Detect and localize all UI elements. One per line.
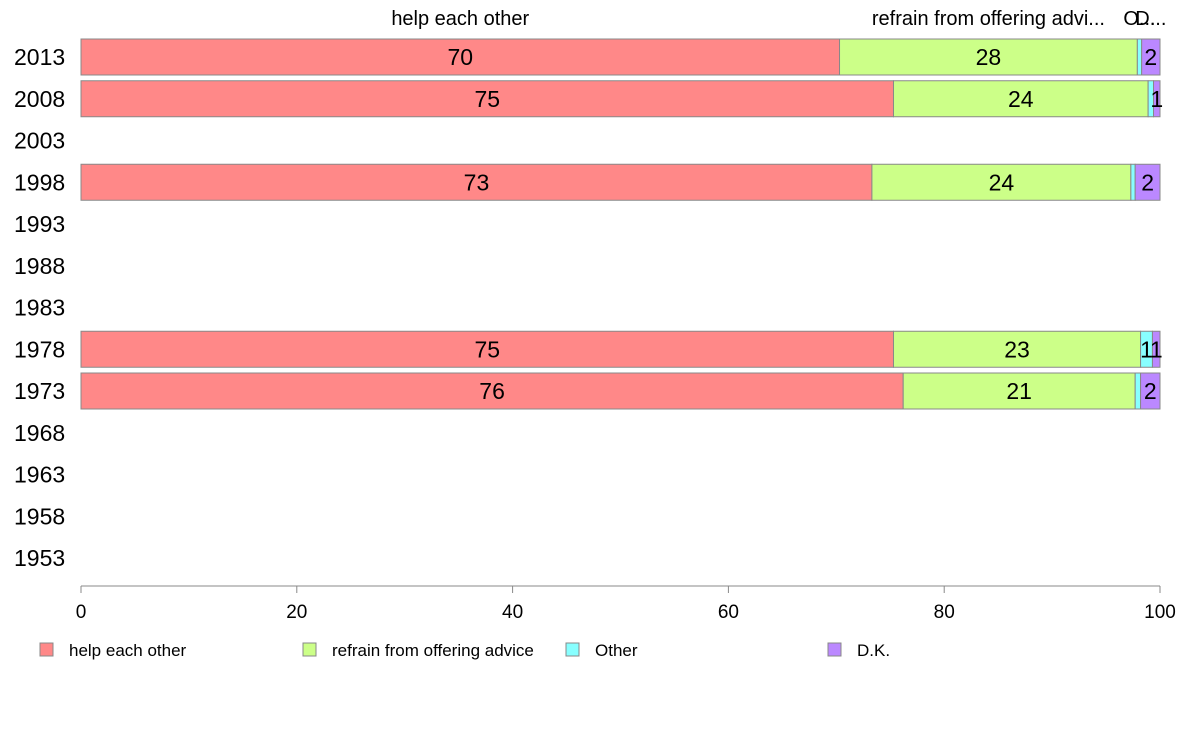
data-label: 21 [1006, 378, 1032, 404]
data-label: 24 [989, 169, 1015, 195]
legend-label: Other [595, 641, 638, 660]
bar-segment [1151, 330, 1161, 368]
legend-label: help each other [69, 641, 187, 660]
bar-segment [1153, 80, 1161, 118]
column-header: D... [1135, 8, 1166, 30]
legend-swatch [827, 642, 842, 657]
column-header: help each other [391, 8, 529, 30]
x-tick-label: 60 [718, 602, 739, 623]
data-label: 2 [1144, 44, 1157, 70]
y-tick-label: 1953 [14, 545, 65, 571]
data-label: 24 [1008, 86, 1034, 112]
bar-segment [80, 38, 841, 76]
x-tick-label: 80 [934, 602, 955, 623]
y-tick-label: 1983 [14, 295, 65, 321]
data-label: 1 [1150, 336, 1163, 362]
bar-segment [1134, 372, 1142, 410]
x-tick-label: 100 [1144, 602, 1176, 623]
data-label: 75 [474, 86, 500, 112]
legend-label: refrain from offering advice [332, 641, 534, 660]
data-label: 70 [447, 44, 473, 70]
y-tick-label: 1988 [14, 253, 65, 279]
x-tick-label: 20 [286, 602, 307, 623]
data-label: 2 [1141, 169, 1154, 195]
bar-segment [871, 163, 1132, 201]
data-label: 75 [474, 336, 500, 362]
bar-segment [80, 330, 894, 368]
bar-segment [1136, 38, 1143, 76]
bar-segment [80, 163, 873, 201]
y-tick-label: 2003 [14, 128, 65, 154]
y-tick-label: 2008 [14, 86, 65, 112]
y-tick-label: 1973 [14, 378, 65, 404]
legend-swatch [302, 642, 317, 657]
bar-segment [902, 372, 1136, 410]
bar-segment [1140, 372, 1161, 410]
data-label: 23 [1004, 336, 1030, 362]
y-tick-label: 1993 [14, 211, 65, 237]
bar-segment [1141, 38, 1161, 76]
y-tick-label: 1968 [14, 420, 65, 446]
bar-segment [892, 80, 1149, 118]
legend-swatch [565, 642, 580, 657]
x-tick-label: 40 [502, 602, 523, 623]
data-label: 2 [1144, 378, 1157, 404]
data-label: 1 [1150, 86, 1163, 112]
bar-segment [892, 330, 1142, 368]
y-tick-label: 1963 [14, 462, 65, 488]
bar-segment [1130, 163, 1136, 201]
bar-segment [839, 38, 1138, 76]
data-label: 73 [464, 169, 490, 195]
column-header: refrain from offering advi... [872, 8, 1105, 30]
y-tick-label: 1958 [14, 503, 65, 529]
bar-segment [80, 372, 904, 410]
y-tick-label: 1978 [14, 336, 65, 362]
bar-segment [1134, 163, 1161, 201]
x-tick-label: 0 [76, 602, 87, 623]
y-tick-label: 2013 [14, 44, 65, 70]
bar-segment [80, 80, 894, 118]
y-tick-label: 1998 [14, 169, 65, 195]
data-label: 1 [1140, 336, 1153, 362]
column-header: O... [1123, 8, 1155, 30]
legend-label: D.K. [857, 641, 890, 660]
data-label: 76 [479, 378, 505, 404]
data-label: 28 [976, 44, 1002, 70]
legend-swatch [39, 642, 54, 657]
